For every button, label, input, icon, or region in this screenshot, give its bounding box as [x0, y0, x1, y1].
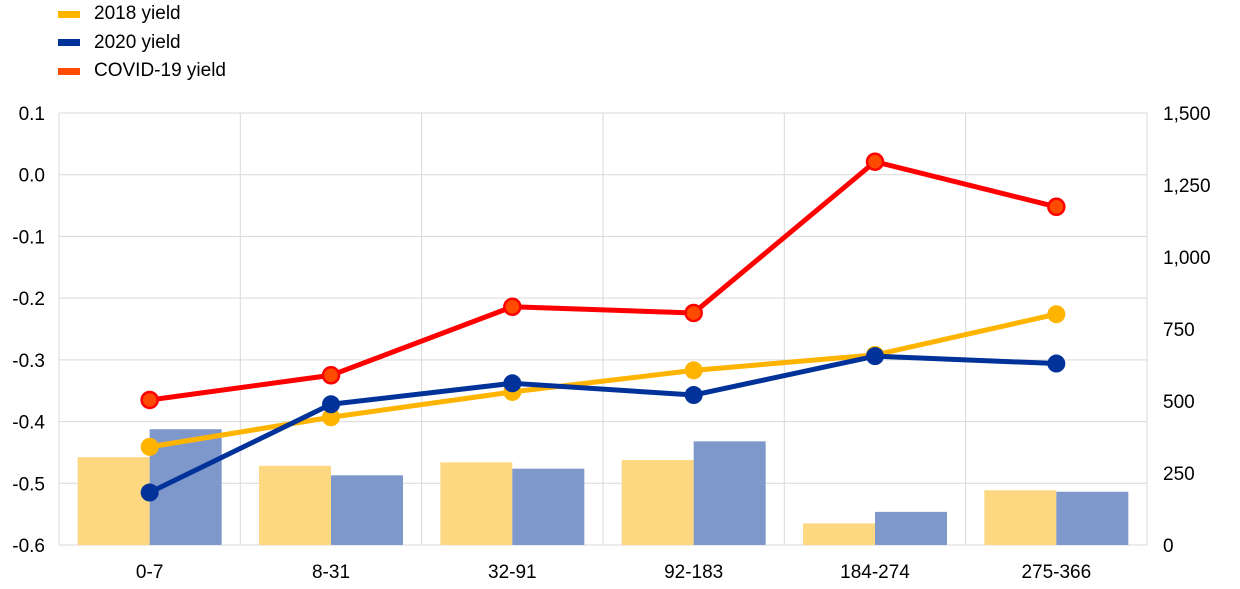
point-2020-yield — [866, 347, 884, 366]
point-covid-19-yield — [1047, 197, 1066, 217]
right-tick-label: 0 — [1163, 536, 1174, 557]
bar-2020-yield — [331, 475, 403, 545]
legend-label: COVID-19 yield — [94, 60, 226, 82]
bar-2018-yield — [259, 465, 331, 545]
legend: 2018 yield 2020 yield COVID-19 yield — [58, 0, 226, 86]
x-tick-label: 0-7 — [136, 562, 163, 583]
left-tick-label: -0.3 — [12, 351, 45, 372]
line-covid-19-yield — [149, 159, 1057, 403]
right-tick-label: 1,500 — [1163, 104, 1211, 125]
legend-item: COVID-19 yield — [58, 57, 226, 86]
x-tick-label: 184-274 — [840, 562, 910, 583]
bar-2020-yield — [875, 511, 947, 545]
axes: 0.1 0.0 -0.1 -0.2 -0.3 -0.4 -0.5 -0.6 1,500 1,250… — [12, 104, 1210, 583]
point-2018-yield — [322, 408, 340, 427]
series-markers — [140, 152, 1066, 502]
left-tick-label: 0.1 — [19, 104, 45, 125]
left-tick-label: -0.1 — [12, 227, 45, 248]
legend-item: 2018 yield — [58, 0, 226, 29]
point-2020-yield — [684, 386, 703, 405]
x-tick-label: 32-91 — [488, 562, 537, 583]
legend-label: 2018 yield — [94, 3, 181, 25]
bar-2018-yield — [621, 460, 694, 545]
left-tick-label: -0.5 — [12, 474, 45, 495]
bar-2018-yield — [803, 523, 875, 545]
point-covid-19-yield — [321, 366, 341, 385]
x-tick-label: 275-366 — [1021, 562, 1091, 583]
bar-2018-yield — [440, 462, 513, 545]
point-2018-yield — [140, 437, 159, 456]
point-2020-yield — [322, 395, 340, 414]
point-covid-19-yield — [503, 297, 522, 317]
right-tick-label: 1,000 — [1163, 248, 1211, 269]
gridlines — [58, 112, 1148, 546]
point-covid-19-yield — [684, 303, 703, 323]
point-2020-yield — [1047, 354, 1066, 373]
right-tick-label: 750 — [1163, 320, 1195, 341]
legend-label: 2020 yield — [94, 31, 181, 53]
line-2018-yield — [149, 311, 1057, 450]
bar-2018-yield — [984, 490, 1057, 545]
bars — [77, 429, 1129, 545]
bar-2020-yield — [512, 468, 585, 545]
left-tick-label: 0.0 — [19, 166, 45, 187]
left-tick-label: -0.2 — [12, 289, 45, 310]
line-2020-yield — [148, 353, 1057, 495]
point-2020-yield — [503, 374, 522, 393]
series-lines — [148, 159, 1057, 495]
x-tick-label: 8-31 — [312, 562, 350, 583]
left-tick-label: -0.4 — [12, 413, 45, 434]
point-2020-yield — [140, 483, 159, 502]
right-tick-label: 500 — [1163, 392, 1195, 413]
point-covid-19-yield — [865, 152, 885, 172]
legend-item: 2020 yield — [58, 29, 226, 58]
point-covid-19-yield — [140, 390, 159, 410]
legend-swatch — [58, 67, 80, 75]
right-tick-label: 250 — [1163, 464, 1195, 485]
point-2018-yield — [1047, 305, 1066, 324]
x-tick-label: 92-183 — [664, 562, 723, 583]
bar-2018-yield — [77, 457, 150, 545]
legend-swatch — [58, 10, 80, 18]
bar-2020-yield — [693, 441, 766, 545]
point-2018-yield — [684, 361, 703, 380]
left-tick-label: -0.6 — [12, 536, 45, 557]
legend-swatch — [58, 39, 80, 47]
bar-2020-yield — [1056, 491, 1129, 545]
right-tick-label: 1,250 — [1163, 176, 1211, 197]
